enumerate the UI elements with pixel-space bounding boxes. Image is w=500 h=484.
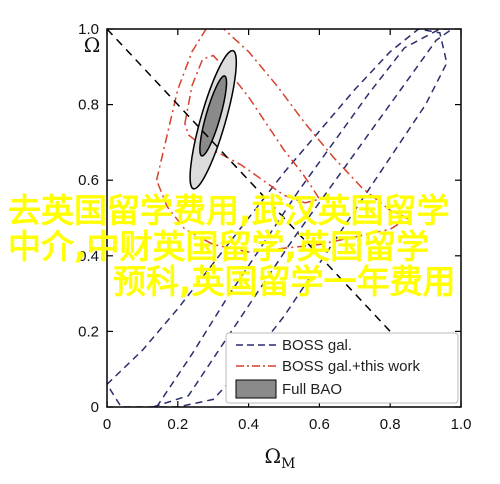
x-tick-label-3: 0.6: [309, 416, 330, 433]
x-tick-label-4: 0.8: [380, 416, 401, 433]
legend-label-boss-gal: BOSS gal.: [282, 337, 352, 354]
watermark: 去英国留学费用,武汉英国留学 中介,中财英国留学,英国留学 预科,英国留学一年费…: [8, 191, 456, 301]
contour-boss-gal-this-work-inner: [184, 54, 321, 204]
contour-boss-gal-outer: [107, 29, 448, 407]
y-tick-label-2: 0.4: [78, 248, 99, 265]
x-axis-label: ΩM: [265, 444, 296, 472]
y-axis-label: Ω: [84, 33, 101, 57]
legend-frame: [225, 332, 459, 404]
reference-line-layer: [107, 29, 461, 407]
y-tick-label-3: 0.6: [78, 172, 99, 189]
reference-line-flat: [107, 29, 461, 407]
y-tick-label-5: 1.0: [78, 21, 99, 38]
x-axis-label-subscript: M: [281, 456, 295, 472]
legend-label-full-bao: Full BAO: [282, 381, 342, 398]
watermark-line-3: 预科,英国留学一年费用: [113, 262, 456, 301]
x-tick-label-1: 0.2: [167, 416, 188, 433]
y-tick-label-4: 0.8: [78, 97, 99, 114]
contour-boss-gal-this-work-outer: [155, 29, 410, 253]
legend-label-boss-gal-this-work: BOSS gal.+this work: [282, 358, 420, 375]
watermark-line-2: 中介,中财英国留学,英国留学: [8, 227, 429, 266]
legend: BOSS gal. BOSS gal.+this work Full BAO: [225, 332, 459, 404]
x-tick-label-2: 0.4: [238, 416, 259, 433]
y-tick-label-1: 0.2: [78, 323, 99, 340]
plot-frame: [106, 28, 462, 408]
legend-swatch-full-bao: [235, 379, 277, 399]
ticks-layer: 0 0.2 0.4 0.6 0.8 1.0 0 0.2 0.4 0.6 0.8 1.0: [78, 21, 471, 433]
x-tick-label-5: 1.0: [451, 416, 472, 433]
x-tick-label-0: 0: [103, 416, 111, 433]
watermark-line-1: 去英国留学费用,武汉英国留学: [8, 191, 450, 230]
y-tick-label-0: 0: [91, 399, 99, 416]
x-axis-label-main: Ω: [265, 444, 282, 468]
